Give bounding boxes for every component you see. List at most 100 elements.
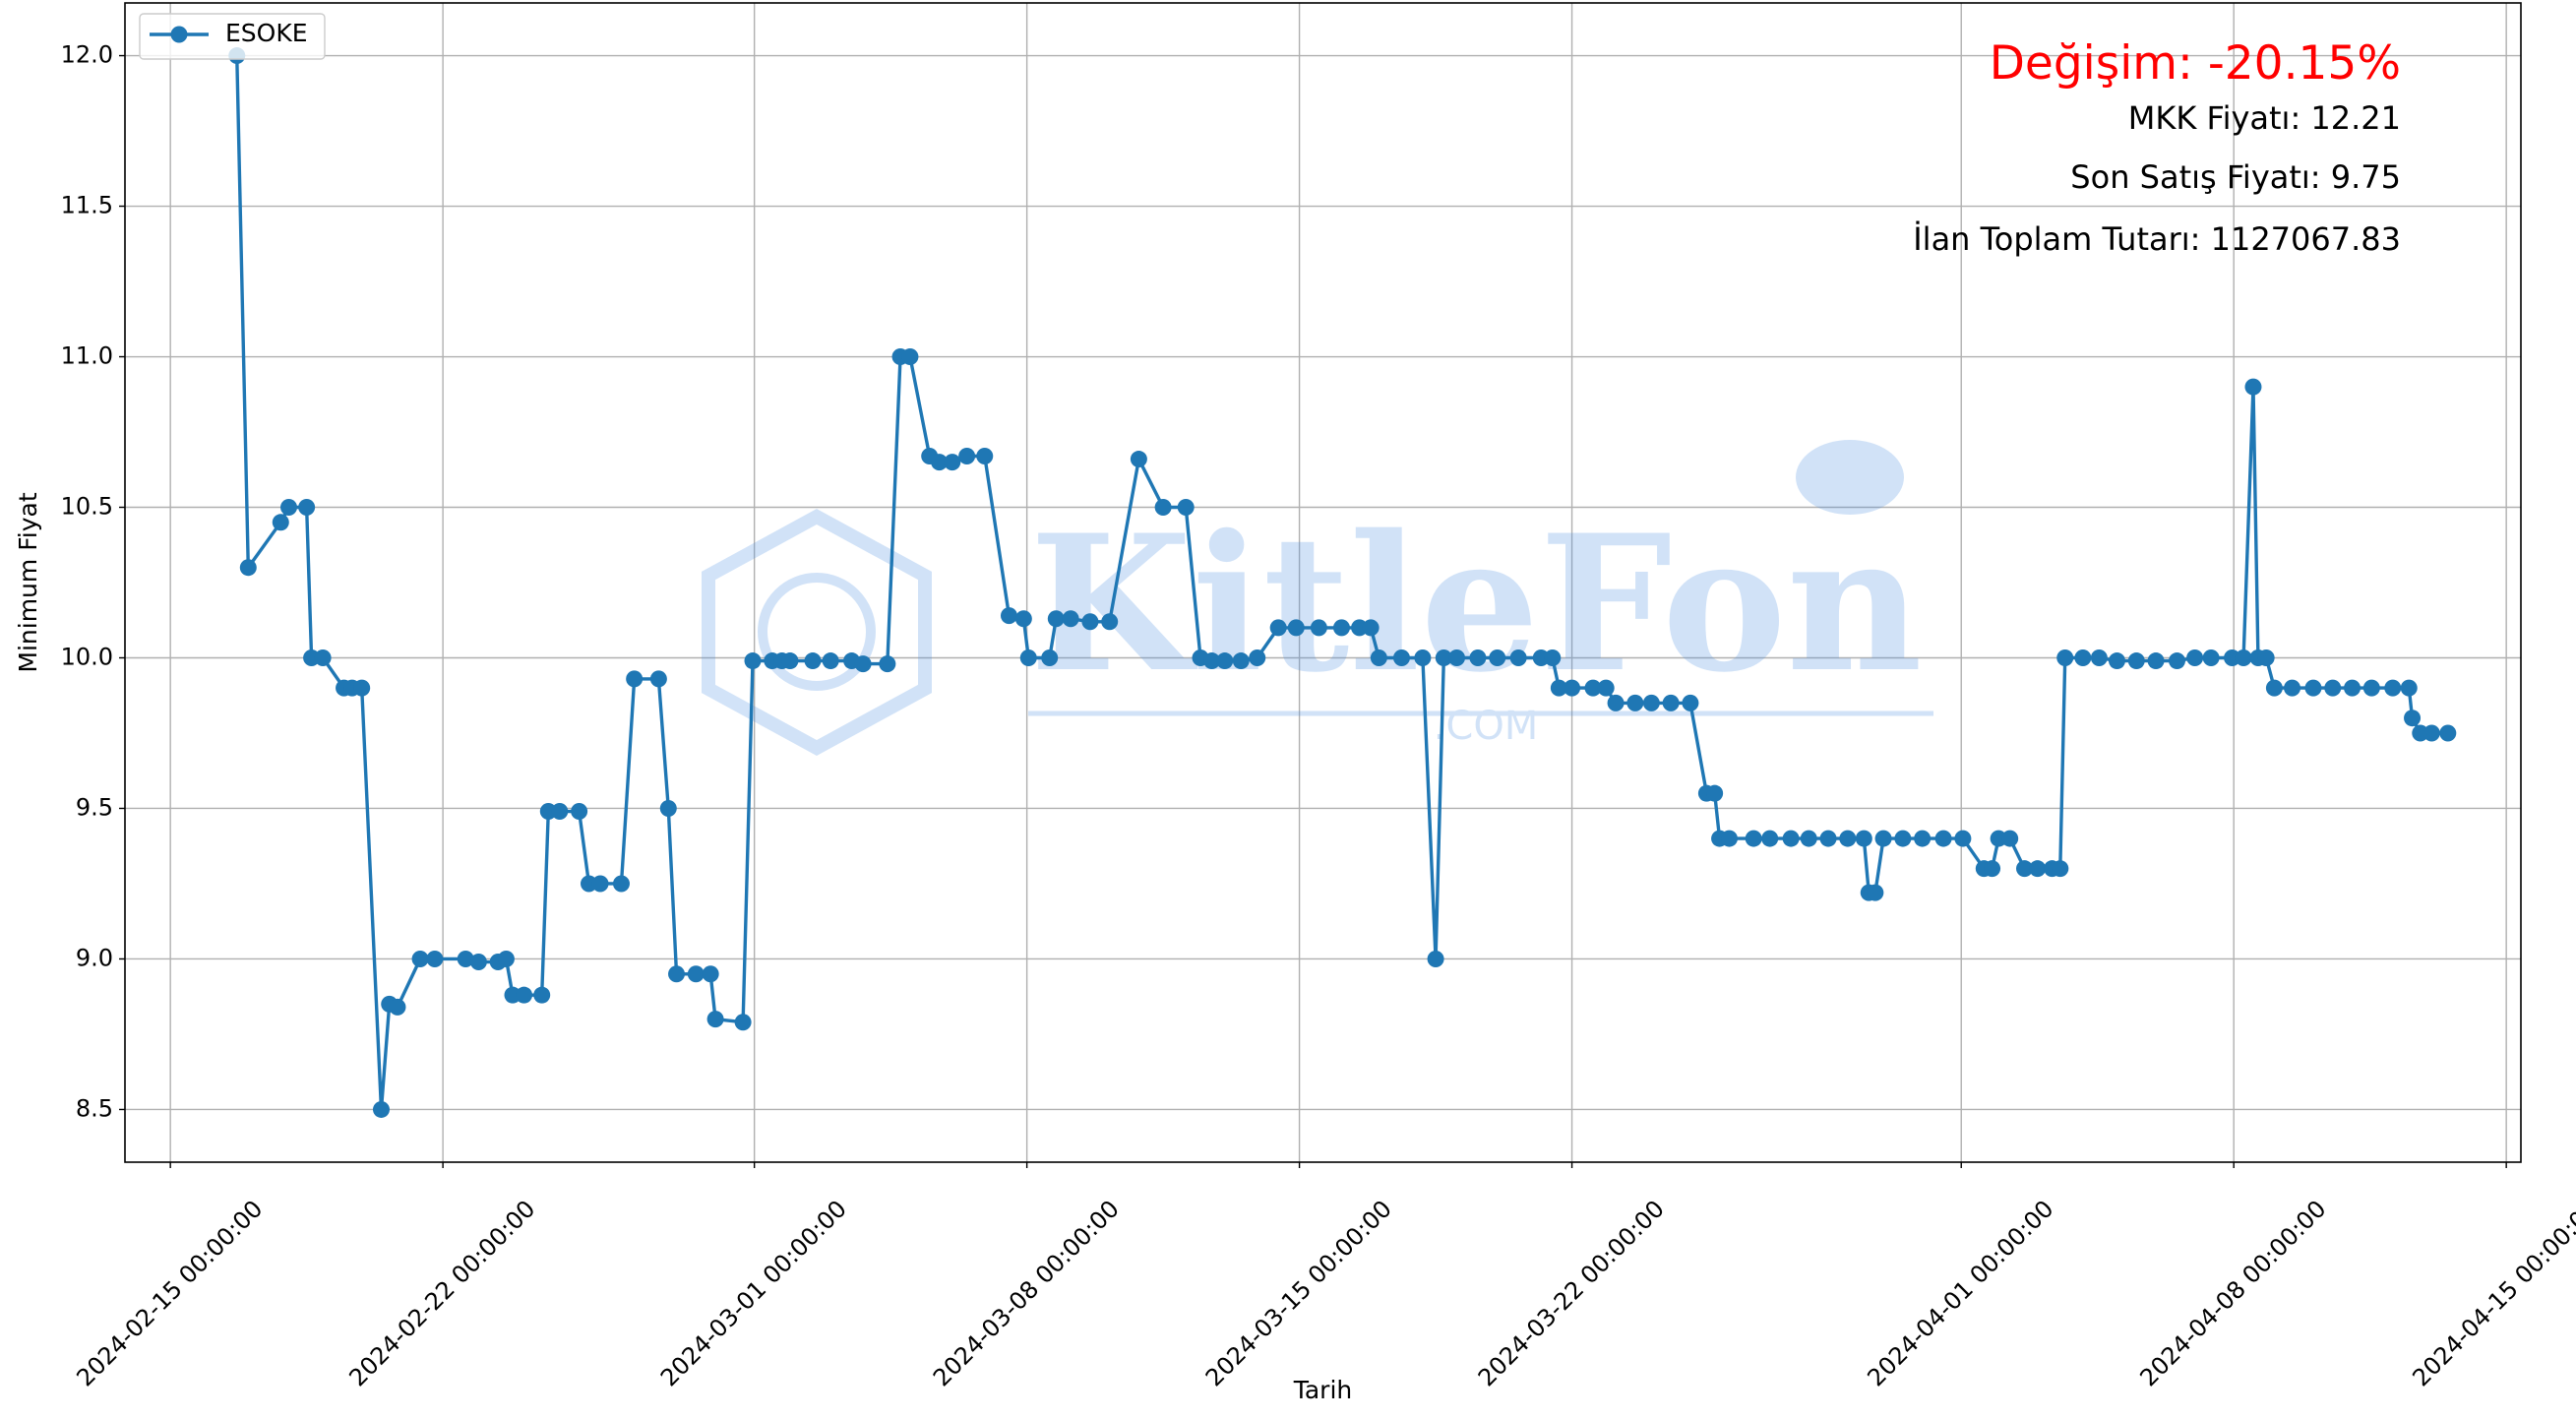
- marker: [1597, 679, 1615, 697]
- marker: [1584, 679, 1602, 697]
- marker: [1819, 830, 1837, 847]
- marker: [854, 655, 872, 673]
- marker: [781, 652, 799, 670]
- marker: [389, 998, 406, 1016]
- legend-label: ESOKE: [225, 19, 308, 47]
- marker: [497, 950, 515, 967]
- marker: [1269, 619, 1287, 637]
- y-axis-label: Minimum Fiyat: [14, 492, 42, 672]
- marker: [1564, 679, 1581, 697]
- y-tick-label: 9.0: [76, 944, 113, 971]
- marker: [2108, 652, 2125, 670]
- series: [228, 47, 2457, 1118]
- y-tick-label: 10.5: [61, 493, 113, 521]
- marker: [612, 875, 630, 893]
- annotation: Son Satış Fiyatı: 9.75: [2070, 158, 2401, 196]
- marker: [1626, 694, 1644, 711]
- y-tick-label: 11.0: [61, 342, 113, 370]
- marker: [1720, 830, 1738, 847]
- marker: [1249, 648, 1266, 666]
- marker: [822, 652, 839, 670]
- annotation: Değişim: -20.15%: [1990, 36, 2401, 91]
- marker: [2127, 652, 2145, 670]
- marker: [2362, 679, 2380, 697]
- y-tick-label: 8.5: [76, 1094, 113, 1122]
- marker: [2265, 679, 2283, 697]
- marker: [1544, 648, 1562, 666]
- marker: [239, 559, 257, 577]
- marker: [702, 965, 719, 983]
- marker: [2168, 652, 2185, 670]
- marker: [272, 514, 289, 531]
- plot-frame: [124, 2, 2522, 1163]
- marker: [2016, 860, 2034, 878]
- watermark-logo: [758, 573, 876, 691]
- marker: [2439, 724, 2457, 742]
- marker: [1662, 694, 1680, 711]
- marker: [2074, 648, 2092, 666]
- marker: [958, 447, 976, 464]
- marker: [649, 670, 667, 688]
- marker: [533, 986, 551, 1004]
- marker: [426, 950, 444, 967]
- marker: [280, 499, 298, 517]
- marker: [571, 803, 588, 821]
- marker: [1130, 451, 1147, 468]
- marker: [1761, 830, 1779, 847]
- marker: [411, 950, 429, 967]
- marker: [668, 965, 686, 983]
- marker: [2384, 679, 2402, 697]
- marker: [1682, 694, 1699, 711]
- marker: [2202, 648, 2220, 666]
- marker: [298, 499, 316, 517]
- marker: [2304, 679, 2322, 697]
- marker: [1800, 830, 1817, 847]
- marker: [1047, 610, 1065, 628]
- marker: [1874, 830, 1892, 847]
- marker: [2324, 679, 2342, 697]
- marker: [2423, 724, 2440, 742]
- legend: ESOKE: [139, 13, 326, 60]
- marker: [1867, 884, 1884, 901]
- marker: [1782, 830, 1800, 847]
- marker: [2235, 648, 2252, 666]
- marker: [2344, 679, 2361, 697]
- marker: [353, 679, 371, 697]
- y-tick-label: 9.5: [76, 793, 113, 821]
- watermark-text: .COM: [1434, 704, 1539, 749]
- marker: [1019, 648, 1037, 666]
- marker: [1041, 648, 1059, 666]
- marker: [2186, 648, 2204, 666]
- watermark-text: KitleFon: [1029, 494, 1923, 713]
- marker: [2147, 652, 2165, 670]
- marker: [314, 648, 332, 666]
- marker: [1427, 950, 1444, 967]
- marker: [1509, 648, 1527, 666]
- marker: [1984, 860, 2001, 878]
- marker: [804, 652, 822, 670]
- marker: [2257, 648, 2275, 666]
- marker: [1062, 610, 1079, 628]
- marker: [1081, 613, 1099, 631]
- marker: [1101, 613, 1119, 631]
- marker: [2090, 648, 2108, 666]
- marker: [1642, 694, 1660, 711]
- marker: [2400, 679, 2418, 697]
- annotation: İlan Toplam Tutarı: 1127067.83: [1913, 220, 2401, 258]
- watermark-logo: [702, 509, 932, 756]
- marker: [1706, 784, 1724, 802]
- marker: [1310, 619, 1327, 637]
- marker: [1362, 619, 1380, 637]
- marker: [706, 1011, 724, 1028]
- marker: [944, 454, 961, 471]
- annotation: MKK Fiyatı: 12.21: [2128, 99, 2401, 137]
- y-tick-label: 10.0: [61, 643, 113, 670]
- watermark-logo: [1796, 440, 1904, 515]
- marker: [1934, 830, 1952, 847]
- legend-box: [139, 13, 326, 60]
- marker: [687, 965, 705, 983]
- marker: [1469, 648, 1487, 666]
- marker: [1550, 679, 1567, 697]
- marker: [1177, 499, 1195, 517]
- marker: [2284, 679, 2301, 697]
